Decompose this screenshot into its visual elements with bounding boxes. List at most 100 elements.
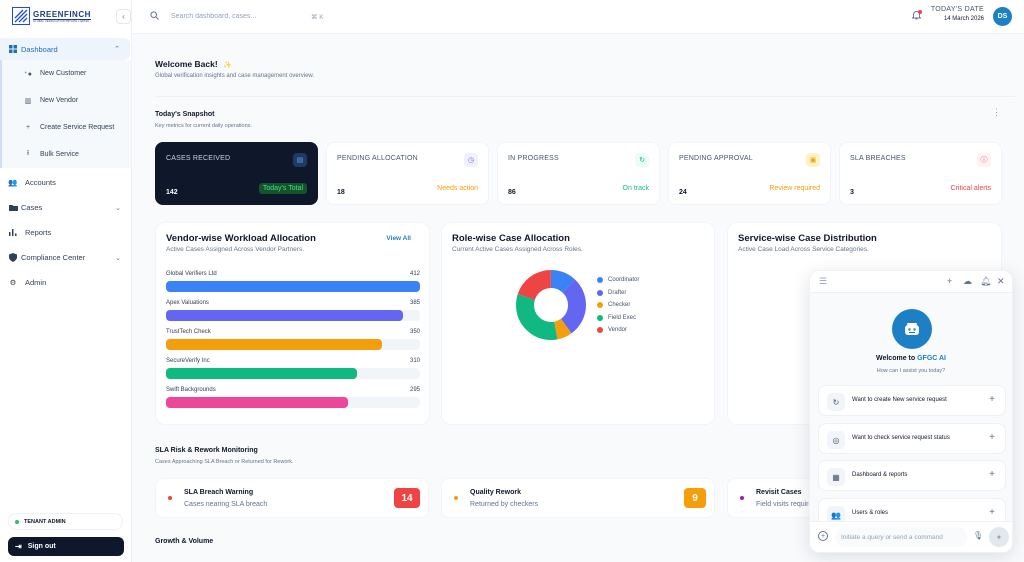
suggestion-label: Dashboard & reports <box>852 472 908 478</box>
sidebar-item-reports[interactable]: Reports <box>0 220 131 245</box>
logo[interactable]: GREENFINCH GLOBAL VERIFICATION PRIVATE L… <box>12 7 91 25</box>
suggestion-check-status[interactable]: ◎ Want to check service request status + <box>818 423 1006 454</box>
suggestion-create-request[interactable]: ↻ Want to create New service request + <box>818 385 1006 416</box>
sidebar-nav: Dashboard ⌃ ⁺● New Customer ▥ New Vendor… <box>0 38 131 295</box>
sidebar-item-label: Admin <box>25 278 47 287</box>
sidebar-item-label: Accounts <box>25 178 56 187</box>
sidebar-item-dashboard[interactable]: Dashboard ⌃ <box>0 38 130 60</box>
suggestion-dashboard-reports[interactable]: ▦ Dashboard & reports + <box>818 460 1006 491</box>
stat-label: SLA BREACHES <box>850 155 906 162</box>
menu-icon[interactable]: ☰ <box>819 276 828 286</box>
view-all-link[interactable]: View All <box>386 235 411 242</box>
users-icon: 👥 <box>827 506 845 524</box>
attach-icon[interactable]: + <box>818 531 828 541</box>
bell-icon[interactable]: 🔔︎ <box>980 276 992 286</box>
search-icon <box>150 11 159 22</box>
donut-legend: Coordinator Drafter Checker Field Exec V… <box>597 274 639 337</box>
risk-count-badge: 9 <box>684 488 706 508</box>
chevron-down-icon: ⌄ <box>115 254 121 262</box>
search-input[interactable] <box>171 13 311 20</box>
date-display: TODAY'S DATE 14 March 2026 <box>931 6 984 22</box>
sidebar-item-label: Dashboard <box>21 44 58 54</box>
card-title: Role-wise Case Allocation <box>452 233 570 244</box>
notifications-button[interactable] <box>911 10 922 22</box>
collapse-sidebar-button[interactable]: ‹ <box>116 9 131 24</box>
sidebar-item-bulk-service[interactable]: ⭱ Bulk Service <box>2 141 131 168</box>
avatar[interactable]: DS <box>993 7 1012 26</box>
building-icon: ▥ <box>24 97 32 105</box>
person-add-icon: ⁺● <box>24 70 32 78</box>
sidebar-item-new-customer[interactable]: ⁺● New Customer <box>2 60 131 87</box>
risk-subtitle: Field visits required <box>756 501 817 508</box>
status-dot-icon <box>15 519 19 524</box>
search-bar[interactable]: ⌘ K <box>142 6 332 27</box>
send-button[interactable]: ✦ <box>989 527 1009 547</box>
cloud-icon[interactable]: ☁ <box>963 276 972 286</box>
sparkle-icon: ✨ <box>223 62 232 69</box>
folder-icon <box>8 203 18 213</box>
stat-note: Critical alerts <box>950 185 991 192</box>
sidebar-item-cases[interactable]: Cases ⌄ <box>0 195 131 220</box>
risk-title: SLA Breach Warning <box>184 489 254 496</box>
chat-input-bar: + 🎙︎ ✦ <box>810 521 1012 552</box>
suggestion-label: Want to check service request status <box>852 435 950 441</box>
alert-circle-icon: ⓘ <box>977 153 991 167</box>
vendor-bar <box>166 368 357 379</box>
more-options-icon[interactable]: ⋮ <box>992 107 1001 117</box>
card-subtitle: Current Active Cases Assigned Across Rol… <box>452 246 583 253</box>
signout-button[interactable]: ⇥ Sign out <box>8 537 124 556</box>
vendor-bar <box>166 281 420 292</box>
stat-card-pending-approval[interactable]: PENDING APPROVAL ▣ 24 Review required <box>668 142 831 205</box>
role-allocation-card: Role-wise Case Allocation Current Active… <box>441 222 715 425</box>
legend-item: Vendor <box>597 324 639 337</box>
stat-card-cases-received[interactable]: CASES RECEIVED ▤ 142 Today's Total <box>155 142 318 205</box>
close-icon[interactable]: ✕ <box>997 276 1005 286</box>
logo-tagline: GLOBAL VERIFICATION PRIVATE LIMITED <box>33 18 91 23</box>
new-chat-icon[interactable]: + <box>947 276 953 286</box>
chat-input[interactable] <box>835 527 967 547</box>
role-donut-chart[interactable] <box>515 269 587 341</box>
risk-title: Quality Rework <box>470 489 521 496</box>
suggestion-label: Want to create New service request <box>852 397 947 403</box>
snapshot-subtitle: Key metrics for current daily operations… <box>155 123 252 129</box>
date-value: 14 March 2026 <box>943 16 984 22</box>
plus-icon: + <box>989 507 995 518</box>
vendor-value: 385 <box>409 300 420 306</box>
chevron-down-icon: ⌄ <box>115 204 121 212</box>
ai-chat-panel: ☰ + ☁ 🔔︎ ✕ Welcome to GFGC AI How can I … <box>809 270 1013 553</box>
sub-item-label: New Vendor <box>40 97 79 104</box>
stat-label: IN PROGRESS <box>508 155 559 162</box>
stat-value: 24 <box>679 189 687 196</box>
plus-icon: + <box>989 432 995 443</box>
mic-icon[interactable]: 🎙︎ <box>973 531 984 540</box>
sidebar-item-admin[interactable]: ⚙ Admin <box>0 270 131 295</box>
stat-note: Needs action <box>437 185 478 192</box>
stat-card-sla-breaches[interactable]: SLA BREACHES ⓘ 3 Critical alerts <box>839 142 1002 205</box>
role-badge: TENANT ADMIN <box>8 513 123 530</box>
sidebar-item-new-vendor[interactable]: ▥ New Vendor <box>2 87 131 114</box>
sidebar-item-accounts[interactable]: 👥 Accounts <box>0 170 131 195</box>
stat-value: 18 <box>337 189 345 196</box>
plus-icon: + <box>989 394 995 405</box>
sidebar-item-create-service-request[interactable]: + Create Service Request <box>2 114 131 141</box>
stat-value: 3 <box>850 189 854 196</box>
quality-rework-card[interactable]: Quality Rework Returned by checkers 9 <box>441 478 715 518</box>
sidebar-item-compliance-center[interactable]: Compliance Center ⌄ <box>0 245 131 270</box>
stat-note: On track <box>622 185 649 192</box>
stat-card-pending-allocation[interactable]: PENDING ALLOCATION ◷ 18 Needs action <box>326 142 489 205</box>
chevron-left-icon: ‹ <box>122 12 125 21</box>
status-dot <box>740 496 744 500</box>
chevron-up-icon: ⌃ <box>114 46 120 53</box>
sidebar-item-label: Reports <box>25 228 52 237</box>
stat-card-in-progress[interactable]: IN PROGRESS ↻ 86 On track <box>497 142 660 205</box>
sla-subtitle: Cases Approaching SLA Breach or Returned… <box>155 459 294 465</box>
dashboard-icon: ▦ <box>827 468 845 486</box>
sparkle-send-icon: ✦ <box>995 532 1003 542</box>
vendor-bar-row: Apex Valuations 385 <box>166 300 420 321</box>
sla-breach-warning-card[interactable]: SLA Breach Warning Cases nearing SLA bre… <box>155 478 429 518</box>
chat-header: ☰ + ☁ 🔔︎ ✕ <box>810 271 1012 293</box>
logo-name: GREENFINCH <box>33 9 91 19</box>
stat-note: Review required <box>769 185 820 192</box>
gear-icon: ⚙ <box>9 278 17 287</box>
vendor-name: SecureVerify Inc <box>166 358 210 364</box>
